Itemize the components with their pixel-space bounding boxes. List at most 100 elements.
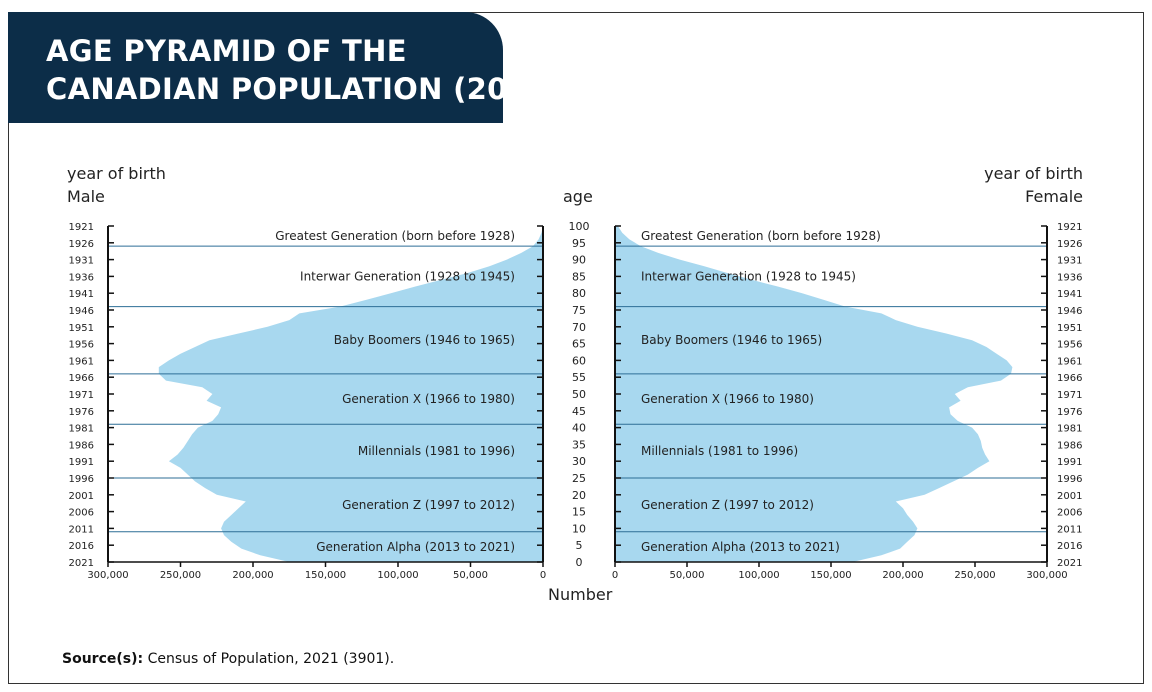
birth-year-tick-label-left: 2001 bbox=[69, 491, 94, 502]
birth-year-tick-label-right: 1951 bbox=[1057, 323, 1082, 334]
title-banner: AGE PYRAMID OF THE CANADIAN POPULATION (… bbox=[8, 12, 562, 123]
age-tick-label: 70 bbox=[572, 321, 586, 334]
generation-label-right: Baby Boomers (1946 to 1965) bbox=[641, 333, 822, 347]
x-axis-title: Number bbox=[548, 585, 613, 604]
birth-year-tick-label-right: 1961 bbox=[1057, 356, 1082, 367]
age-axis-title: age bbox=[563, 187, 593, 206]
female-x-tick-label: 250,000 bbox=[954, 570, 995, 581]
birth-year-tick-label-left: 1931 bbox=[69, 256, 94, 267]
birth-year-tick-label-right: 2011 bbox=[1057, 524, 1082, 535]
generation-label-right: Greatest Generation (born before 1928) bbox=[641, 229, 881, 243]
birth-year-tick-label-right: 1936 bbox=[1057, 272, 1082, 283]
chart-title-line-1: AGE PYRAMID OF THE bbox=[46, 34, 407, 68]
female-x-tick-label: 300,000 bbox=[1026, 570, 1067, 581]
female-x-tick-label: 150,000 bbox=[810, 570, 851, 581]
generation-label-right: Generation X (1966 to 1980) bbox=[641, 392, 814, 406]
age-tick-label: 10 bbox=[572, 522, 586, 535]
female-label: Female bbox=[1025, 187, 1083, 206]
generation-label-right: Generation Alpha (2013 to 2021) bbox=[641, 540, 840, 554]
generation-label-left: Greatest Generation (born before 1928) bbox=[275, 229, 515, 243]
male-x-tick-label: 100,000 bbox=[377, 570, 418, 581]
birth-year-tick-label-right: 1926 bbox=[1057, 239, 1082, 250]
age-tick-label: 40 bbox=[572, 422, 586, 435]
male-x-tick-label: 0 bbox=[540, 570, 546, 581]
male-x-tick-label: 150,000 bbox=[305, 570, 346, 581]
birth-year-tick-label-right: 1946 bbox=[1057, 306, 1082, 317]
generation-label-left: Generation Z (1997 to 2012) bbox=[342, 498, 515, 512]
age-tick-label: 35 bbox=[572, 438, 586, 451]
generation-label-left: Generation X (1966 to 1980) bbox=[342, 392, 515, 406]
birth-year-tick-label-left: 1971 bbox=[69, 390, 94, 401]
birth-year-tick-label-left: 1951 bbox=[69, 323, 94, 334]
birth-year-tick-label-left: 2011 bbox=[69, 524, 94, 535]
birth-year-tick-label-right: 1991 bbox=[1057, 457, 1082, 468]
age-tick-label: 100 bbox=[569, 220, 590, 233]
age-tick-label: 5 bbox=[576, 539, 583, 552]
source-note: Source(s): Census of Population, 2021 (3… bbox=[62, 651, 394, 667]
age-tick-label: 60 bbox=[572, 354, 586, 367]
birth-year-tick-label-left: 2021 bbox=[69, 558, 94, 569]
age-tick-label: 55 bbox=[572, 371, 586, 384]
age-tick-label: 50 bbox=[572, 388, 586, 401]
generation-label-right: Interwar Generation (1928 to 1945) bbox=[641, 269, 856, 283]
chart-frame bbox=[8, 12, 1144, 684]
birth-year-tick-label-right: 1996 bbox=[1057, 474, 1082, 485]
birth-year-tick-label-left: 1936 bbox=[69, 272, 94, 283]
left-axis-title: year of birth bbox=[67, 164, 166, 183]
birth-year-tick-label-left: 1981 bbox=[69, 424, 94, 435]
generation-label-right: Generation Z (1997 to 2012) bbox=[641, 498, 814, 512]
birth-year-tick-label-right: 1921 bbox=[1057, 222, 1082, 233]
birth-year-tick-label-left: 1991 bbox=[69, 457, 94, 468]
female-x-tick-label: 0 bbox=[612, 570, 618, 581]
generation-label-left: Millennials (1981 to 1996) bbox=[358, 444, 515, 458]
birth-year-tick-label-right: 1931 bbox=[1057, 256, 1082, 267]
generation-label-left: Baby Boomers (1946 to 1965) bbox=[334, 333, 515, 347]
age-tick-label: 25 bbox=[572, 472, 586, 485]
birth-year-tick-label-left: 1986 bbox=[69, 440, 94, 451]
age-tick-label: 95 bbox=[572, 237, 586, 250]
age-tick-label: 20 bbox=[572, 489, 586, 502]
source-text: Census of Population, 2021 (3901). bbox=[147, 651, 395, 667]
age-tick-label: 65 bbox=[572, 338, 586, 351]
source-label: Source(s): bbox=[62, 651, 144, 667]
age-tick-label: 80 bbox=[572, 287, 586, 300]
birth-year-tick-label-left: 1956 bbox=[69, 340, 94, 351]
age-tick-label: 15 bbox=[572, 506, 586, 519]
birth-year-tick-label-right: 1981 bbox=[1057, 424, 1082, 435]
generation-label-right: Millennials (1981 to 1996) bbox=[641, 444, 798, 458]
birth-year-tick-label-right: 1986 bbox=[1057, 440, 1082, 451]
male-x-tick-label: 300,000 bbox=[87, 570, 128, 581]
age-tick-label: 0 bbox=[576, 556, 583, 569]
birth-year-tick-label-right: 2006 bbox=[1057, 508, 1082, 519]
birth-year-tick-label-right: 2021 bbox=[1057, 558, 1082, 569]
birth-year-tick-label-right: 1956 bbox=[1057, 340, 1082, 351]
female-x-tick-label: 100,000 bbox=[738, 570, 779, 581]
female-x-tick-label: 50,000 bbox=[670, 570, 705, 581]
birth-year-tick-label-right: 2016 bbox=[1057, 541, 1082, 552]
male-label: Male bbox=[67, 187, 105, 206]
age-tick-label: 45 bbox=[572, 405, 586, 418]
age-tick-label: 90 bbox=[572, 254, 586, 267]
birth-year-tick-label-left: 1921 bbox=[69, 222, 94, 233]
birth-year-tick-label-left: 2016 bbox=[69, 541, 94, 552]
chart-title-line-2: CANADIAN POPULATION (2021) bbox=[46, 72, 563, 106]
birth-year-tick-label-right: 1966 bbox=[1057, 373, 1082, 384]
birth-year-tick-label-left: 1941 bbox=[69, 289, 94, 300]
birth-year-tick-label-right: 2001 bbox=[1057, 491, 1082, 502]
male-x-tick-label: 50,000 bbox=[453, 570, 488, 581]
birth-year-tick-label-right: 1971 bbox=[1057, 390, 1082, 401]
age-tick-label: 85 bbox=[572, 270, 586, 283]
birth-year-tick-label-left: 1976 bbox=[69, 407, 94, 418]
birth-year-tick-label-left: 1966 bbox=[69, 373, 94, 384]
male-x-tick-label: 250,000 bbox=[160, 570, 201, 581]
generation-label-left: Generation Alpha (2013 to 2021) bbox=[316, 540, 515, 554]
birth-year-tick-label-left: 1961 bbox=[69, 356, 94, 367]
birth-year-tick-label-left: 1996 bbox=[69, 474, 94, 485]
birth-year-tick-label-right: 1976 bbox=[1057, 407, 1082, 418]
birth-year-tick-label-left: 1946 bbox=[69, 306, 94, 317]
right-axis-title: year of birth bbox=[984, 164, 1083, 183]
birth-year-tick-label-right: 1941 bbox=[1057, 289, 1082, 300]
female-x-tick-label: 200,000 bbox=[882, 570, 923, 581]
age-tick-label: 30 bbox=[572, 455, 586, 468]
